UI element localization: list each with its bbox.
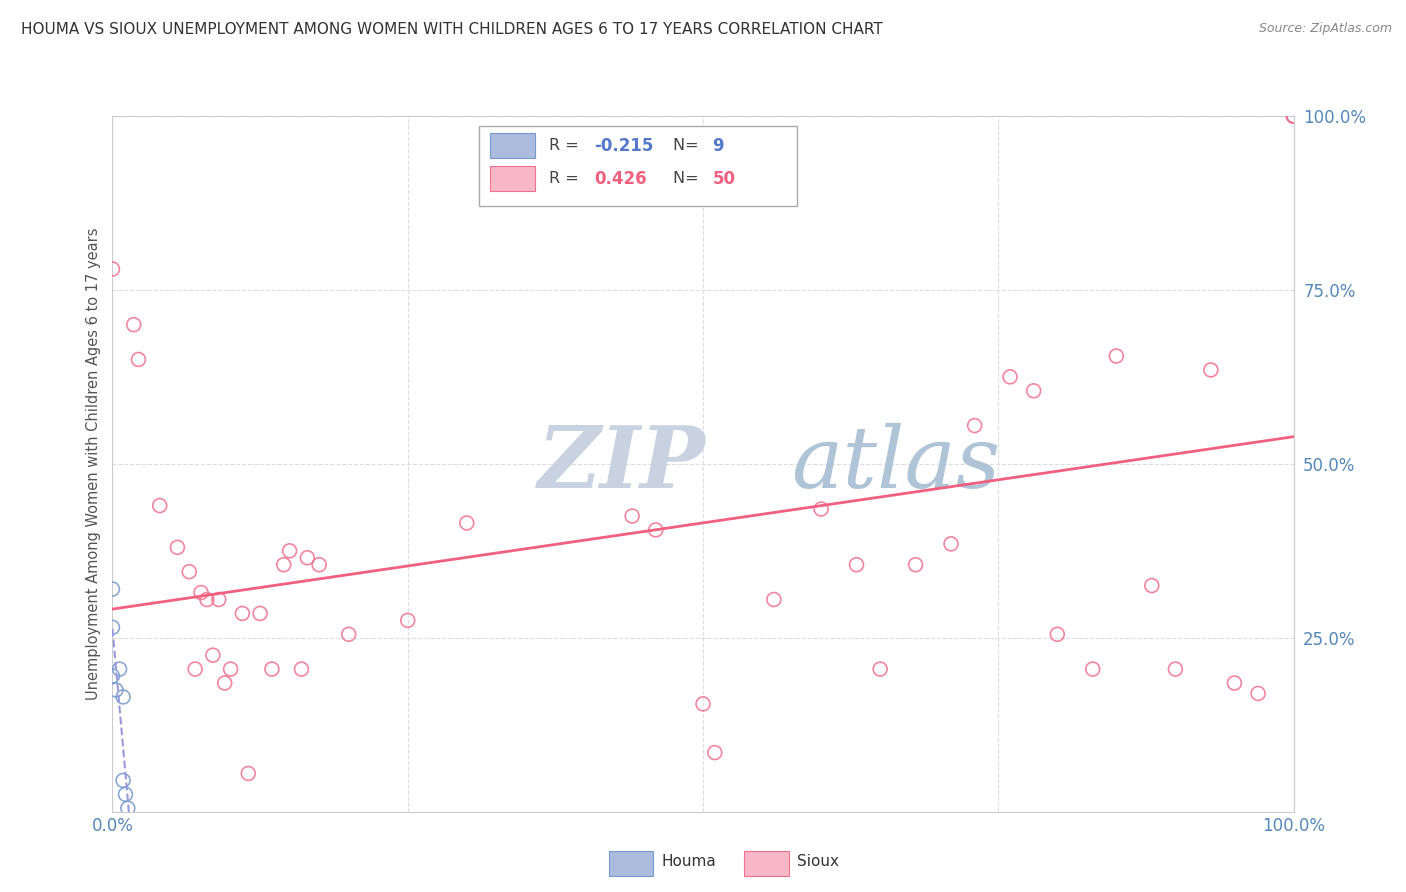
Text: R =: R = [550, 171, 585, 186]
Point [337, 627, 360, 641]
Point [692, 697, 714, 711]
Point [127, 352, 149, 367]
Text: N=: N= [673, 171, 704, 186]
Point [231, 607, 253, 621]
Point [939, 537, 962, 551]
Point [201, 648, 224, 662]
Point [114, 788, 136, 801]
Point [149, 499, 172, 513]
Point [1282, 109, 1305, 123]
Point [101, 262, 124, 277]
Point [1247, 686, 1270, 700]
Text: ZIP: ZIP [537, 422, 706, 506]
Point [101, 620, 124, 634]
Text: N=: N= [673, 138, 704, 153]
Text: 9: 9 [713, 136, 724, 155]
Point [238, 766, 260, 780]
Point [260, 662, 283, 676]
Point [1282, 109, 1305, 123]
Text: Sioux: Sioux [797, 855, 839, 870]
Point [101, 582, 124, 596]
Point [117, 801, 139, 815]
Point [290, 662, 312, 676]
Text: Houma: Houma [662, 855, 717, 870]
Point [621, 508, 644, 523]
Point [703, 746, 725, 760]
Point [278, 544, 301, 558]
Point [1081, 662, 1104, 676]
Text: -0.215: -0.215 [595, 136, 654, 155]
Point [184, 662, 207, 676]
Point [1022, 384, 1045, 398]
Point [122, 318, 145, 332]
Point [963, 418, 986, 433]
Point [869, 662, 891, 676]
Point [219, 662, 242, 676]
Point [810, 502, 832, 516]
Text: atlas: atlas [792, 423, 1001, 505]
Point [1140, 578, 1163, 592]
FancyBboxPatch shape [744, 851, 789, 876]
Point [1282, 109, 1305, 123]
Point [904, 558, 927, 572]
Point [179, 565, 201, 579]
Point [1282, 109, 1305, 123]
FancyBboxPatch shape [609, 851, 654, 876]
Point [208, 592, 231, 607]
Point [644, 523, 666, 537]
Point [1199, 363, 1222, 377]
Point [297, 550, 319, 565]
FancyBboxPatch shape [491, 134, 536, 159]
Point [1105, 349, 1128, 363]
Text: 50: 50 [713, 169, 735, 187]
Point [308, 558, 330, 572]
Point [105, 683, 128, 698]
Text: 0.426: 0.426 [595, 169, 647, 187]
Point [456, 516, 478, 530]
Point [273, 558, 295, 572]
Point [112, 690, 135, 704]
Text: Source: ZipAtlas.com: Source: ZipAtlas.com [1258, 22, 1392, 36]
Point [396, 614, 419, 628]
FancyBboxPatch shape [478, 127, 797, 206]
Point [112, 773, 135, 788]
Point [998, 369, 1021, 384]
Point [101, 669, 124, 683]
Point [1164, 662, 1187, 676]
Text: R =: R = [550, 138, 585, 153]
Point [214, 676, 236, 690]
Point [845, 558, 868, 572]
Point [762, 592, 785, 607]
Y-axis label: Unemployment Among Women with Children Ages 6 to 17 years: Unemployment Among Women with Children A… [86, 227, 101, 700]
Text: HOUMA VS SIOUX UNEMPLOYMENT AMONG WOMEN WITH CHILDREN AGES 6 TO 17 YEARS CORRELA: HOUMA VS SIOUX UNEMPLOYMENT AMONG WOMEN … [21, 22, 883, 37]
Point [195, 592, 218, 607]
Point [166, 541, 188, 555]
FancyBboxPatch shape [491, 166, 536, 191]
Point [1223, 676, 1246, 690]
Point [190, 585, 212, 599]
Point [108, 662, 131, 676]
Point [249, 607, 271, 621]
Point [1046, 627, 1069, 641]
